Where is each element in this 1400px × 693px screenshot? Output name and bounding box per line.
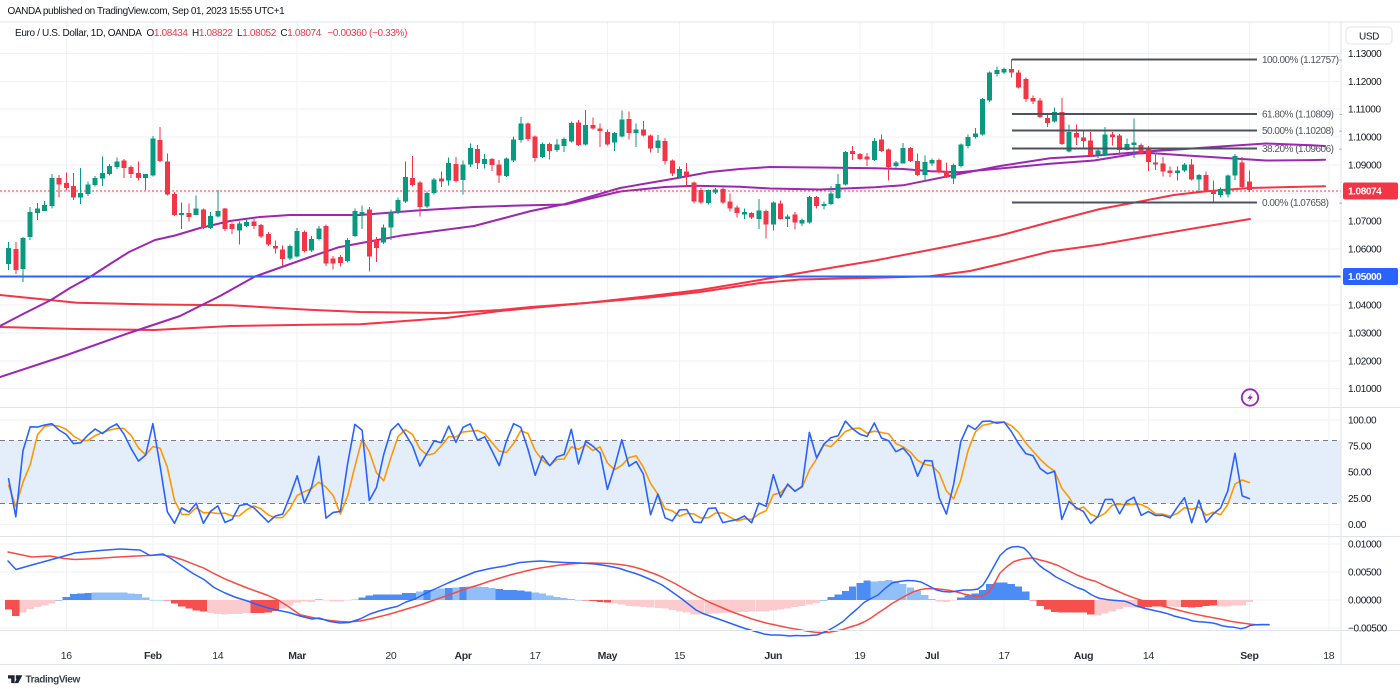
svg-text:100.00: 100.00 xyxy=(1348,415,1377,426)
svg-text:61.80% (1.10809): 61.80% (1.10809) xyxy=(1262,110,1334,121)
svg-text:1.01000: 1.01000 xyxy=(1348,384,1382,395)
svg-text:Jun: Jun xyxy=(764,650,782,662)
svg-text:14: 14 xyxy=(212,650,224,662)
svg-text:Mar: Mar xyxy=(288,650,306,662)
svg-text:75.00: 75.00 xyxy=(1348,442,1372,453)
svg-text:Apr: Apr xyxy=(455,650,472,662)
svg-text:−0.00500: −0.00500 xyxy=(1348,624,1388,635)
svg-text:Aug: Aug xyxy=(1074,650,1094,662)
svg-text:Feb: Feb xyxy=(144,650,162,662)
svg-text:1.05000: 1.05000 xyxy=(1348,272,1382,283)
svg-text:1.03000: 1.03000 xyxy=(1348,328,1382,339)
svg-text:38.20% (1.09606): 38.20% (1.09606) xyxy=(1262,144,1334,155)
svg-text:20: 20 xyxy=(385,650,397,662)
svg-text:1.11000: 1.11000 xyxy=(1348,105,1381,116)
svg-text:Jul: Jul xyxy=(925,650,940,662)
svg-text:14: 14 xyxy=(1143,650,1155,662)
svg-text:1.08074: 1.08074 xyxy=(1348,187,1382,198)
svg-text:17: 17 xyxy=(530,650,542,662)
svg-text:50.00% (1.10208): 50.00% (1.10208) xyxy=(1262,126,1334,137)
svg-text:1.07000: 1.07000 xyxy=(1348,217,1382,228)
svg-text:16: 16 xyxy=(61,650,73,662)
svg-text:OANDA published on TradingView: OANDA published on TradingView.com, Sep … xyxy=(8,6,286,17)
svg-text:Euro / U.S. Dollar, 1D, OANDA: Euro / U.S. Dollar, 1D, OANDA O1.08434 H… xyxy=(15,28,407,39)
svg-text:1.12000: 1.12000 xyxy=(1348,77,1382,88)
svg-text:1.10000: 1.10000 xyxy=(1348,133,1382,144)
svg-text:Sep: Sep xyxy=(1240,650,1258,662)
svg-text:0.00: 0.00 xyxy=(1348,520,1367,531)
svg-text:1.09000: 1.09000 xyxy=(1348,161,1382,172)
svg-text:1.06000: 1.06000 xyxy=(1348,245,1382,256)
svg-text:0.00500: 0.00500 xyxy=(1348,568,1382,579)
svg-text:19: 19 xyxy=(854,650,866,662)
svg-text:50.00: 50.00 xyxy=(1348,468,1372,479)
svg-text:15: 15 xyxy=(674,650,686,662)
svg-text:17: 17 xyxy=(999,650,1011,662)
svg-text:25.00: 25.00 xyxy=(1348,494,1372,505)
svg-text:USD: USD xyxy=(1359,32,1379,43)
svg-text:TradingView: TradingView xyxy=(26,675,81,686)
svg-text:100.00% (1.12757): 100.00% (1.12757) xyxy=(1262,55,1339,66)
svg-text:0.01000: 0.01000 xyxy=(1348,540,1382,551)
svg-text:18: 18 xyxy=(1323,650,1335,662)
svg-text:1.04000: 1.04000 xyxy=(1348,300,1382,311)
svg-text:0.00% (1.07658): 0.00% (1.07658) xyxy=(1262,198,1329,209)
svg-text:1.13000: 1.13000 xyxy=(1348,49,1382,60)
svg-text:1.02000: 1.02000 xyxy=(1348,356,1382,367)
svg-text:0.00000: 0.00000 xyxy=(1348,596,1382,607)
svg-text:May: May xyxy=(598,650,618,662)
